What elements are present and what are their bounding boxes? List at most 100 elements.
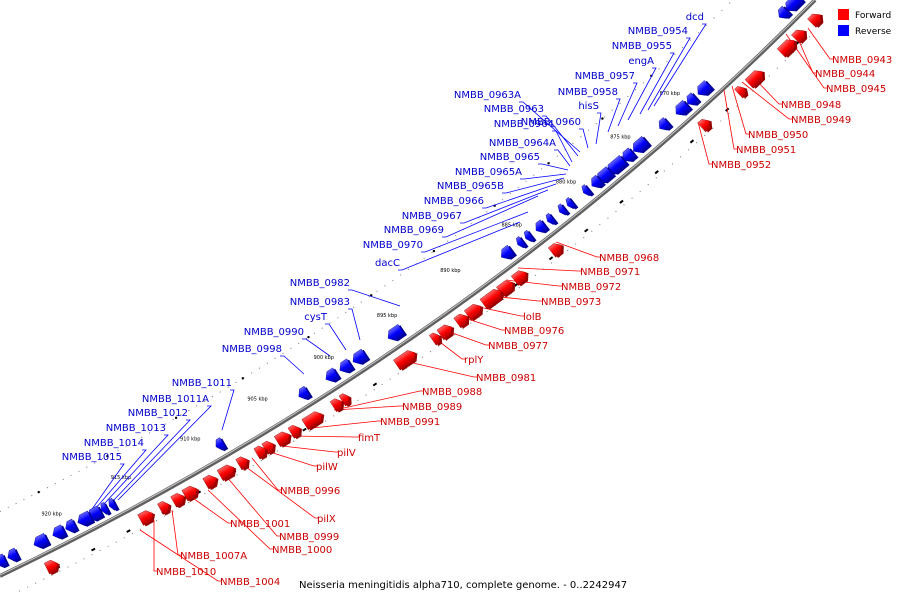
gene-label-lolb[interactable]: lolB [523,312,542,323]
reverse-gene-arrow[interactable] [594,166,617,188]
gene-label-nmbb-1007a[interactable]: NMBB_1007A [180,551,247,562]
reverse-gene-arrow[interactable] [75,510,96,530]
gene-label-nmbb-1004[interactable]: NMBB_1004 [220,577,280,588]
gene-label-rply[interactable]: rplY [464,355,484,366]
gene-label-nmbb-0943[interactable]: NMBB_0943 [832,55,892,66]
gene-label-nmbb-0948[interactable]: NMBB_0948 [781,100,841,111]
gene-label-nmbb-0945[interactable]: NMBB_0945 [826,84,886,95]
gene-label-dacc[interactable]: dacC [375,258,400,269]
forward-gene-arrow[interactable] [329,395,347,413]
forward-gene-arrow[interactable] [338,391,355,408]
gene-label-nmbb-0954[interactable]: NMBB_0954 [628,26,688,37]
forward-gene-arrow[interactable] [137,507,158,527]
gene-label-nmbb-0958[interactable]: NMBB_0958 [558,87,618,98]
gene-label-nmbb-0965[interactable]: NMBB_0965 [480,152,540,163]
forward-gene-arrow[interactable] [463,300,486,322]
reverse-gene-arrow[interactable] [350,348,371,368]
reverse-gene-arrow[interactable] [106,497,120,513]
gene-label-nmbb-0963[interactable]: NMBB_0963 [484,104,544,115]
gene-label-cyst[interactable]: cysT [304,312,328,323]
gene-label-nmbb-0950[interactable]: NMBB_0950 [748,130,808,141]
gene-label-nmbb-0952[interactable]: NMBB_0952 [711,160,771,171]
forward-gene-arrow[interactable] [479,285,507,310]
forward-gene-arrow[interactable] [807,9,826,28]
reverse-gene-arrow[interactable] [385,324,408,345]
gene-label-nmbb-0982[interactable]: NMBB_0982 [290,278,350,289]
gene-label-nmbb-0996[interactable]: NMBB_0996 [280,486,340,497]
forward-gene-arrow[interactable] [547,239,567,258]
gene-label-nmbb-1014[interactable]: NMBB_1014 [84,438,144,449]
gene-label-nmbb-1000[interactable]: NMBB_1000 [272,545,332,556]
reverse-gene-arrow[interactable] [323,367,342,386]
reverse-gene-arrow[interactable] [588,174,606,192]
reverse-gene-arrow[interactable] [580,184,595,200]
gene-label-pilw[interactable]: pilW [316,462,338,473]
reverse-gene-arrow[interactable] [619,147,639,166]
reverse-gene-arrow[interactable] [98,502,112,518]
gene-label-nmbb-0957[interactable]: NMBB_0957 [575,71,635,82]
gene-label-pilv[interactable]: pilV [337,448,356,459]
forward-gene-arrow[interactable] [744,66,769,90]
reverse-gene-arrow[interactable] [213,437,229,454]
reverse-gene-arrow[interactable] [296,385,313,403]
gene-label-nmbb-1013[interactable]: NMBB_1013 [106,423,166,434]
forward-gene-arrow[interactable] [393,347,420,372]
forward-gene-arrow[interactable] [734,83,751,100]
gene-label-enga[interactable]: engA [628,56,654,67]
forward-gene-arrow[interactable] [253,443,271,461]
gene-label-nmbb-0964a[interactable]: NMBB_0964A [489,138,556,149]
reverse-gene-arrow[interactable] [337,358,356,377]
gene-label-nmbb-0969[interactable]: NMBB_0969 [384,225,444,236]
reverse-gene-arrow[interactable] [522,229,537,245]
reverse-gene-arrow[interactable] [514,235,529,251]
reverse-gene-arrow[interactable] [684,92,702,110]
gene-label-nmbb-0949[interactable]: NMBB_0949 [791,115,851,126]
reverse-gene-arrow[interactable] [656,116,674,134]
forward-gene-arrow[interactable] [202,472,222,491]
forward-gene-arrow[interactable] [235,454,253,472]
reverse-gene-arrow[interactable] [532,219,551,237]
reverse-gene-arrow[interactable] [782,0,806,16]
forward-gene-arrow[interactable] [697,115,716,133]
gene-label-nmbb-0971[interactable]: NMBB_0971 [580,267,640,278]
gene-label-nmbb-0968[interactable]: NMBB_0968 [599,253,659,264]
reverse-gene-arrow[interactable] [498,244,517,263]
gene-label-nmbb-1010[interactable]: NMBB_1010 [156,567,216,578]
reverse-gene-arrow[interactable] [672,99,694,120]
gene-label-nmbb-0981[interactable]: NMBB_0981 [476,373,536,384]
forward-gene-arrow[interactable] [429,330,445,347]
gene-label-nmbb-0983[interactable]: NMBB_0983 [290,297,350,308]
gene-label-nmbb-1012[interactable]: NMBB_1012 [128,408,188,419]
gene-label-nmbb-0990[interactable]: NMBB_0990 [244,327,304,338]
reverse-gene-arrow[interactable] [556,203,571,219]
reverse-gene-arrow[interactable] [31,533,52,552]
gene-label-nmbb-0967[interactable]: NMBB_0967 [402,211,462,222]
forward-gene-arrow[interactable] [181,483,202,503]
reverse-gene-arrow[interactable] [63,518,80,536]
reverse-gene-arrow[interactable] [564,196,579,212]
gene-label-nmbb-0998[interactable]: NMBB_0998 [222,344,282,355]
forward-gene-arrow[interactable] [510,267,532,288]
gene-label-nmbb-0999[interactable]: NMBB_0999 [279,532,339,543]
gene-label-nmbb-0976[interactable]: NMBB_0976 [504,326,564,337]
reverse-gene-arrow[interactable] [544,212,559,228]
forward-gene-arrow[interactable] [453,310,473,329]
gene-label-fimt[interactable]: fimT [358,433,381,444]
gene-label-nmbb-0966[interactable]: NMBB_0966 [424,196,484,207]
gene-label-nmbb-0973[interactable]: NMBB_0973 [541,297,601,308]
gene-label-nmbb-0965b[interactable]: NMBB_0965B [437,181,504,192]
forward-gene-arrow[interactable] [496,277,518,299]
gene-label-hiss[interactable]: hisS [578,101,599,112]
gene-label-nmbb-1001[interactable]: NMBB_1001 [230,519,290,530]
forward-gene-arrow[interactable] [170,490,190,509]
reverse-gene-arrow[interactable] [50,524,69,543]
gene-label-nmbb-1011[interactable]: NMBB_1011 [172,378,232,389]
gene-label-nmbb-0972[interactable]: NMBB_0972 [561,282,621,293]
gene-label-nmbb-0951[interactable]: NMBB_0951 [736,145,796,156]
forward-gene-arrow[interactable] [791,25,810,44]
gene-label-nmbb-1011a[interactable]: NMBB_1011A [142,394,209,405]
forward-gene-arrow[interactable] [273,428,295,448]
gene-label-nmbb-0989[interactable]: NMBB_0989 [402,402,462,413]
gene-label-nmbb-0977[interactable]: NMBB_0977 [488,341,548,352]
forward-gene-arrow[interactable] [301,408,328,431]
